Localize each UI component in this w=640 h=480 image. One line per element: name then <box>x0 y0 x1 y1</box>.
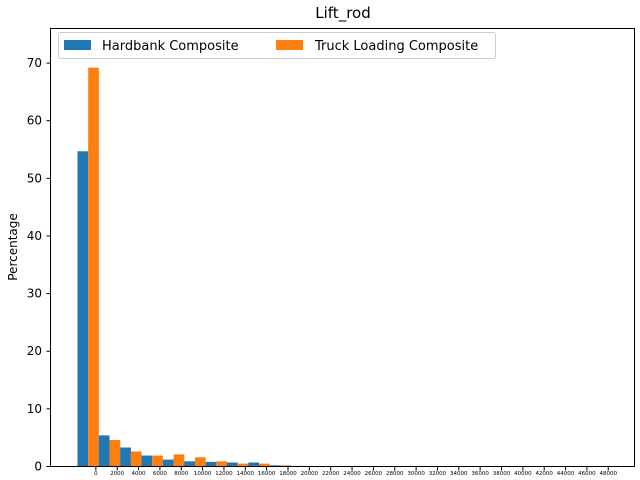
y-tick-label: 40 <box>27 229 42 243</box>
legend-label-hardbank: Hardbank Composite <box>102 39 239 54</box>
y-tick-label: 20 <box>27 344 42 358</box>
x-tick-label: 16000 <box>258 471 276 477</box>
bar-series1-4000 <box>130 451 142 467</box>
x-tick-label: 0 <box>94 471 98 477</box>
x-tick-label: 40000 <box>514 471 532 477</box>
x-tick-label: 48000 <box>600 471 618 477</box>
x-tick-label: 10000 <box>194 471 212 477</box>
x-tick-label: 28000 <box>386 471 404 477</box>
y-tick-label: 0 <box>34 460 42 474</box>
x-tick-label: 12000 <box>215 471 233 477</box>
bar-series1-6000 <box>152 455 163 467</box>
x-tick-label: 42000 <box>535 471 553 477</box>
legend: Hardbank Composite Truck Loading Composi… <box>58 32 496 59</box>
x-tick-label: 36000 <box>471 471 489 477</box>
bar-series1-14000 <box>237 463 249 467</box>
bar-series1-16000 <box>259 463 270 467</box>
bar-series1-10000 <box>194 457 206 467</box>
y-tick-label: 60 <box>27 114 42 128</box>
bar-series1-18000 <box>280 465 292 467</box>
bar-series0-18000 <box>269 465 281 467</box>
x-tick-label: 14000 <box>237 471 255 477</box>
x-tick-label: 4000 <box>132 471 146 477</box>
x-ticks: 0 2000 4000 6000 8000 10000 12000 14000 16000 180… <box>94 466 618 477</box>
x-tick-label: 30000 <box>407 471 425 477</box>
x-tick-label: 22000 <box>322 471 340 477</box>
chart-title: Lift_rod <box>315 4 370 23</box>
y-tick-label: 70 <box>27 56 42 70</box>
x-tick-label: 26000 <box>365 471 383 477</box>
bar-series1-2000 <box>109 439 121 467</box>
x-tick-label: 38000 <box>493 471 511 477</box>
legend-swatch-truck-loading <box>276 40 303 50</box>
bar-series0-6000 <box>141 455 153 467</box>
y-tick-label: 50 <box>27 171 42 185</box>
x-tick-label: 20000 <box>301 471 319 477</box>
bar-series1-8000 <box>173 454 185 467</box>
x-tick-label: 44000 <box>557 471 575 477</box>
bar-series0-8000 <box>162 459 174 467</box>
x-tick-label: 6000 <box>153 471 167 477</box>
bar-series0-14000 <box>226 462 238 467</box>
bar-series0-16000 <box>248 462 259 467</box>
y-tick-label: 30 <box>27 287 42 301</box>
x-tick-label: 34000 <box>450 471 468 477</box>
legend-swatch-hardbank <box>64 40 91 50</box>
bar-series0-2000 <box>98 435 110 467</box>
x-tick-label: 2000 <box>110 471 124 477</box>
x-tick-label: 32000 <box>429 471 447 477</box>
x-tick-label: 24000 <box>343 471 361 477</box>
bar-series0-4000 <box>120 447 131 467</box>
y-tick-label: 10 <box>27 402 42 416</box>
bar-series1-0 <box>88 67 99 467</box>
y-ticks: 0 10 20 30 40 50 60 70 <box>27 56 51 474</box>
plot-frame <box>50 28 635 467</box>
bar-series0-0 <box>77 151 89 467</box>
legend-label-truck-loading: Truck Loading Composite <box>314 39 478 54</box>
bar-series0-10000 <box>184 461 195 467</box>
bar-series0-12000 <box>205 461 217 467</box>
y-axis-label: Percentage <box>6 213 20 281</box>
bar-series1-12000 <box>216 461 227 467</box>
x-tick-label: 8000 <box>174 471 188 477</box>
bars-group <box>77 67 313 467</box>
x-tick-label: 18000 <box>279 471 297 477</box>
x-tick-label: 46000 <box>578 471 596 477</box>
